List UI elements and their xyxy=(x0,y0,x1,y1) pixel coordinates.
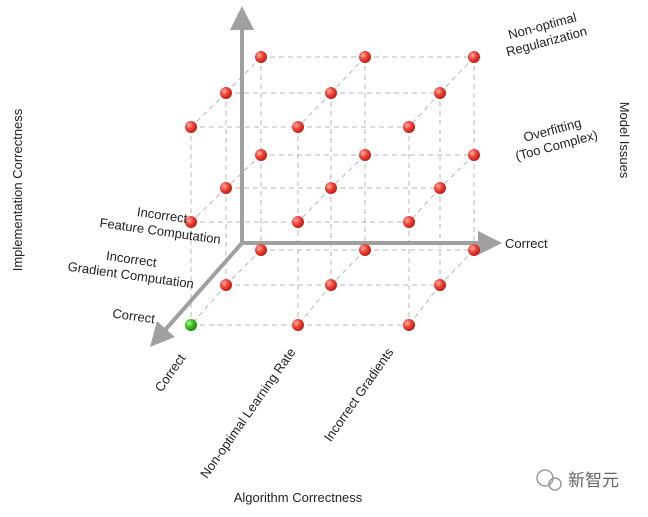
grid-line xyxy=(190,92,227,128)
level-label: Incorrect Gradients xyxy=(321,345,397,445)
issue-point xyxy=(185,121,197,133)
grid-lines xyxy=(190,56,475,326)
issue-point xyxy=(403,319,415,331)
depth-axis xyxy=(150,241,244,347)
issue-point xyxy=(359,149,371,161)
issue-point xyxy=(292,216,304,228)
issue-point xyxy=(220,87,232,99)
issue-point xyxy=(359,244,371,256)
issue-point xyxy=(255,149,267,161)
grid-line xyxy=(190,187,227,223)
grid-line xyxy=(297,284,332,326)
watermark: 新智元 xyxy=(536,469,619,491)
points xyxy=(185,51,480,331)
grid-line xyxy=(439,56,475,94)
issue-point xyxy=(468,244,480,256)
correct-point xyxy=(185,319,197,331)
grid-line xyxy=(330,249,366,286)
level-label: Correct xyxy=(112,306,157,327)
level-label: Overfitting (Too Complex) xyxy=(514,115,600,164)
level-label: Non-optimal Learning Rate xyxy=(197,345,298,481)
level-label: Incorrect Feature Computation xyxy=(99,204,222,247)
issue-point xyxy=(292,121,304,133)
issue-point xyxy=(434,279,446,291)
issue-point xyxy=(325,182,337,194)
issue-point xyxy=(220,279,232,291)
issue-point xyxy=(325,279,337,291)
label-line: Incorrect xyxy=(105,248,158,270)
grid-line xyxy=(330,56,366,94)
grid-line xyxy=(297,92,332,128)
grid-line xyxy=(439,154,475,189)
issue-point xyxy=(325,87,337,99)
axis-title: Model Issues xyxy=(617,102,632,179)
issue-point xyxy=(359,51,371,63)
axis-title: Implementation Correctness xyxy=(10,108,25,271)
issue-point xyxy=(403,121,415,133)
issue-point xyxy=(220,182,232,194)
level-label: Correct xyxy=(505,236,548,251)
level-label: Incorrect Gradient Computation xyxy=(67,248,195,291)
issue-point xyxy=(403,216,415,228)
grid-line xyxy=(330,154,366,189)
grid-line xyxy=(408,92,441,128)
grid-line xyxy=(439,249,475,286)
issue-point xyxy=(468,51,480,63)
issue-point xyxy=(468,149,480,161)
grid-line xyxy=(408,187,441,223)
issue-point xyxy=(292,319,304,331)
watermark-text: 新智元 xyxy=(568,471,619,490)
level-label: Non-optimal Regularization xyxy=(504,10,588,60)
grid-line xyxy=(225,154,262,189)
grid-line xyxy=(297,187,332,223)
grid-line xyxy=(190,284,227,326)
issue-point xyxy=(255,51,267,63)
axis-title: Algorithm Correctness xyxy=(234,490,363,505)
grid-line xyxy=(408,284,441,326)
label-line: Incorrect xyxy=(136,204,189,226)
issue-point xyxy=(255,244,267,256)
issue-point xyxy=(434,182,446,194)
level-label: Correct xyxy=(152,351,189,395)
issue-point xyxy=(185,216,197,228)
issue-point xyxy=(434,87,446,99)
